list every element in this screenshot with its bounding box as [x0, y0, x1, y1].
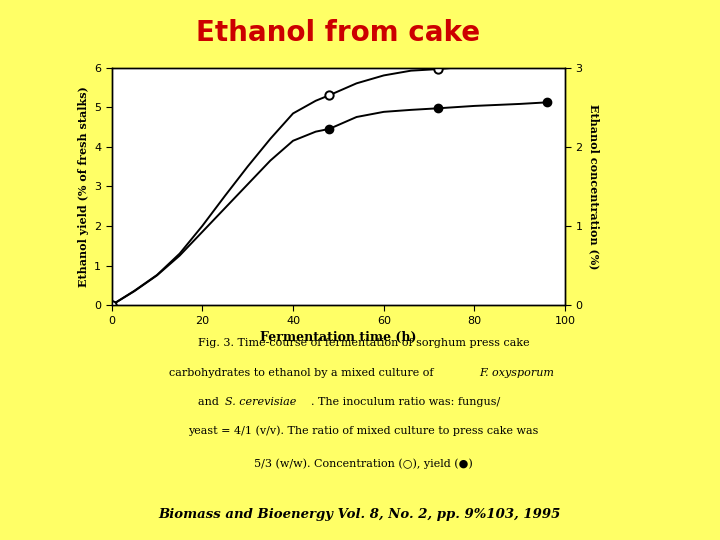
Text: Biomass and Bioenergy Vol. 8, No. 2, pp. 9%103, 1995: Biomass and Bioenergy Vol. 8, No. 2, pp.…: [159, 508, 561, 521]
Text: Fig. 3. Time-course of fermentation of sorghum press cake: Fig. 3. Time-course of fermentation of s…: [198, 339, 529, 348]
Y-axis label: Ethanol concentration (%): Ethanol concentration (%): [588, 104, 600, 269]
Text: yeast = 4/1 (v/v). The ratio of mixed culture to press cake was: yeast = 4/1 (v/v). The ratio of mixed cu…: [189, 426, 539, 436]
Text: Ethanol from cake: Ethanol from cake: [197, 19, 480, 47]
Text: and: and: [198, 397, 222, 407]
Y-axis label: Ethanol yield (% of fresh stalks): Ethanol yield (% of fresh stalks): [78, 86, 89, 287]
Text: . The inoculum ratio was: fungus/: . The inoculum ratio was: fungus/: [311, 397, 500, 407]
Text: F. oxysporum: F. oxysporum: [480, 368, 554, 377]
Text: carbohydrates to ethanol by a mixed culture of: carbohydrates to ethanol by a mixed cult…: [168, 368, 436, 377]
Text: 5/3 (w/w). Concentration (○), yield (●): 5/3 (w/w). Concentration (○), yield (●): [254, 458, 473, 469]
Text: S. cerevisiae: S. cerevisiae: [225, 397, 296, 407]
X-axis label: Fermentation time (h): Fermentation time (h): [260, 331, 417, 344]
Text: carbohydrates to ethanol by a mixed culture of: carbohydrates to ethanol by a mixed cult…: [68, 368, 336, 377]
